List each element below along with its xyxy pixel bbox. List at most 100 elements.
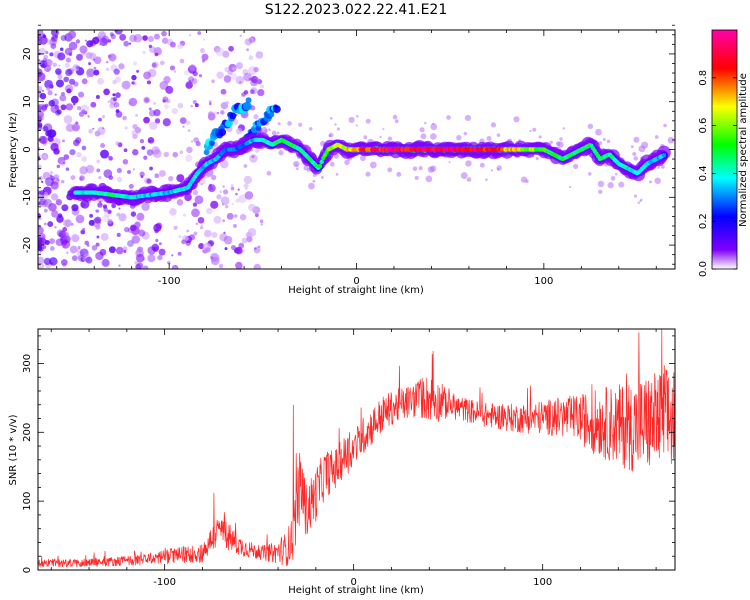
noise-blob (276, 131, 280, 135)
noise-blob (250, 78, 258, 87)
noise-blob (85, 256, 93, 264)
noise-blob (247, 228, 257, 237)
noise-blob (335, 173, 339, 176)
noise-blob (126, 240, 134, 247)
noise-blob (107, 155, 111, 159)
spectrogram-xtick-label: 100 (534, 276, 553, 287)
noise-blob (178, 235, 182, 239)
noise-blob (424, 121, 427, 125)
noise-blob (226, 212, 234, 220)
noise-blob (194, 195, 204, 205)
noise-blob (99, 203, 102, 206)
noise-blob (192, 100, 197, 104)
noise-blob (535, 156, 539, 161)
noise-blob (68, 30, 77, 39)
noise-blob (207, 184, 216, 193)
secondary-ridge-point (218, 128, 227, 136)
noise-blob (106, 60, 109, 64)
noise-blob (235, 246, 243, 255)
noise-blob (140, 175, 144, 179)
noise-blob (59, 160, 66, 167)
noise-blob (57, 74, 63, 80)
noise-blob (138, 229, 146, 237)
noise-blob (54, 93, 57, 96)
noise-blob (185, 81, 193, 89)
noise-blob (151, 243, 160, 252)
noise-blob (123, 40, 130, 47)
noise-blob (654, 177, 661, 185)
noise-blob (71, 222, 74, 226)
noise-blob (79, 177, 83, 181)
noise-blob (77, 106, 82, 111)
noise-blob (187, 129, 191, 132)
noise-blob (81, 78, 88, 85)
noise-blob (418, 166, 423, 171)
noise-blob (663, 123, 667, 128)
snr-ytick-label: 100 (22, 492, 33, 511)
noise-blob (520, 176, 528, 183)
noise-blob (38, 48, 41, 52)
noise-blob (208, 111, 214, 117)
noise-blob (142, 265, 149, 269)
secondary-ridge-point (242, 101, 252, 111)
noise-blob (56, 164, 61, 169)
noise-blob (221, 203, 225, 206)
noise-blob (38, 105, 42, 112)
noise-blob (153, 33, 160, 40)
noise-blob (69, 245, 78, 254)
noise-blob (122, 115, 127, 121)
noise-blob (107, 209, 112, 214)
noise-blob (64, 219, 72, 227)
noise-blob (230, 186, 235, 191)
noise-blob (243, 90, 249, 95)
noise-blob (420, 133, 427, 140)
noise-blob (68, 78, 76, 85)
noise-blob (129, 224, 137, 232)
noise-blob (243, 175, 253, 184)
noise-blob (115, 246, 124, 255)
spectrogram-marks (38, 30, 675, 269)
noise-blob (62, 219, 71, 228)
noise-blob (387, 136, 393, 141)
noise-blob (122, 158, 129, 165)
noise-blob (320, 176, 324, 179)
noise-blob (222, 219, 226, 223)
noise-blob (192, 189, 198, 196)
noise-blob (176, 174, 185, 183)
noise-blob (136, 212, 145, 221)
spectrogram-xtick-label: 0 (353, 276, 359, 287)
noise-blob (242, 68, 249, 75)
noise-blob (92, 127, 95, 130)
noise-blob (223, 235, 233, 245)
noise-blob (42, 245, 47, 249)
noise-blob (62, 226, 68, 232)
noise-blob (255, 51, 264, 59)
noise-blob (227, 69, 233, 76)
noise-blob (210, 256, 220, 266)
noise-blob (568, 185, 572, 189)
noise-blob (486, 136, 492, 141)
noise-blob (254, 148, 260, 154)
colorbar-ticks: 0.0 0.2 0.4 0.6 0.8 (698, 70, 737, 277)
noise-blob (430, 165, 437, 172)
noise-blob (141, 231, 150, 240)
spectrogram-xlabel: Height of straight line (km) (288, 285, 424, 296)
snr-xlabel: Height of straight line (km) (288, 585, 424, 596)
noise-blob (657, 166, 660, 169)
noise-blob (143, 96, 151, 104)
noise-blob (216, 71, 224, 79)
noise-blob (66, 88, 72, 94)
noise-blob (185, 240, 191, 246)
noise-blob (46, 39, 53, 45)
noise-blob (49, 174, 53, 178)
snr-panel: -100 0 100 0 100 200 300 Height of straight li… (8, 328, 676, 596)
noise-blob (42, 125, 49, 132)
noise-blob (200, 224, 203, 227)
noise-blob (113, 68, 120, 75)
noise-blob (131, 74, 137, 81)
noise-blob (48, 83, 53, 89)
noise-blob (220, 88, 227, 95)
noise-blob (77, 246, 81, 249)
noise-blob (96, 235, 100, 239)
noise-blob (171, 264, 179, 269)
